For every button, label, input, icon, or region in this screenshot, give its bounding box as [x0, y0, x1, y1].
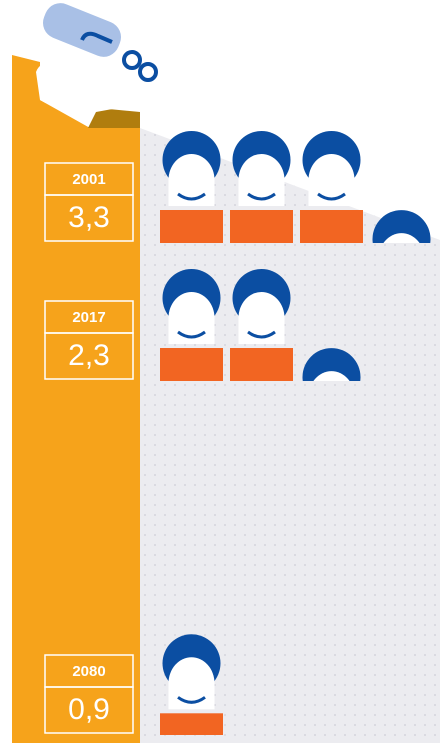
column-shadow — [88, 108, 140, 128]
value-box — [44, 194, 134, 242]
year-label: 2001 — [72, 171, 105, 188]
face-top — [308, 180, 355, 206]
person-icon — [372, 210, 431, 244]
shirt — [160, 713, 223, 735]
person-icon — [302, 348, 361, 382]
chin — [177, 192, 206, 201]
person-icon — [230, 269, 293, 381]
rows: 2001 3,3 2017 2,3 2080 0,9 — [44, 131, 431, 735]
shirt — [160, 210, 223, 243]
person-icon — [230, 131, 293, 243]
chin — [247, 192, 276, 201]
value-label: 0,9 — [68, 693, 110, 726]
face-top — [168, 683, 215, 710]
chin — [317, 192, 346, 201]
chin — [247, 330, 276, 339]
face — [383, 233, 420, 244]
value-label: 2,3 — [68, 339, 110, 372]
face — [313, 371, 350, 382]
person-icon — [300, 131, 363, 243]
person-icon — [160, 634, 223, 735]
year-label: 2017 — [72, 309, 105, 326]
shirt — [230, 210, 293, 243]
shirt — [230, 348, 293, 381]
chin — [177, 330, 206, 339]
shirt — [300, 210, 363, 243]
face-top — [238, 180, 285, 206]
person-icon — [160, 269, 223, 381]
value-box — [44, 686, 134, 734]
face-top — [168, 318, 215, 344]
stand — [36, 61, 121, 112]
column — [12, 55, 140, 743]
face-top — [168, 180, 215, 206]
face-top — [238, 318, 285, 344]
value-box — [44, 332, 134, 380]
hair — [372, 210, 431, 244]
person-icon — [160, 131, 223, 243]
year-label: 2080 — [72, 663, 105, 680]
chin — [177, 696, 206, 704]
value-label: 3,3 — [68, 201, 110, 234]
shirt — [160, 348, 223, 381]
telescope — [42, 3, 158, 82]
hair — [302, 348, 361, 382]
